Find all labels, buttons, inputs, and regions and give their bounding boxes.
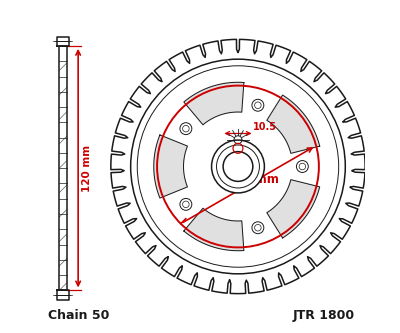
Circle shape — [296, 161, 308, 172]
Polygon shape — [57, 290, 69, 300]
Polygon shape — [59, 46, 66, 290]
Polygon shape — [184, 208, 244, 251]
Text: 120 mm: 120 mm — [82, 145, 92, 192]
Text: JTR 1800: JTR 1800 — [293, 309, 355, 322]
Circle shape — [212, 140, 264, 193]
Polygon shape — [154, 135, 188, 198]
Circle shape — [180, 198, 192, 210]
Polygon shape — [57, 37, 69, 46]
Text: 140 mm: 140 mm — [226, 173, 279, 186]
Circle shape — [252, 99, 264, 111]
Polygon shape — [184, 82, 244, 125]
Circle shape — [180, 123, 192, 135]
Text: Chain 50: Chain 50 — [48, 309, 110, 322]
Polygon shape — [267, 95, 320, 153]
Polygon shape — [58, 37, 68, 46]
Circle shape — [223, 152, 253, 181]
Circle shape — [252, 222, 264, 234]
Polygon shape — [267, 180, 320, 238]
Text: 10.5: 10.5 — [253, 122, 277, 132]
